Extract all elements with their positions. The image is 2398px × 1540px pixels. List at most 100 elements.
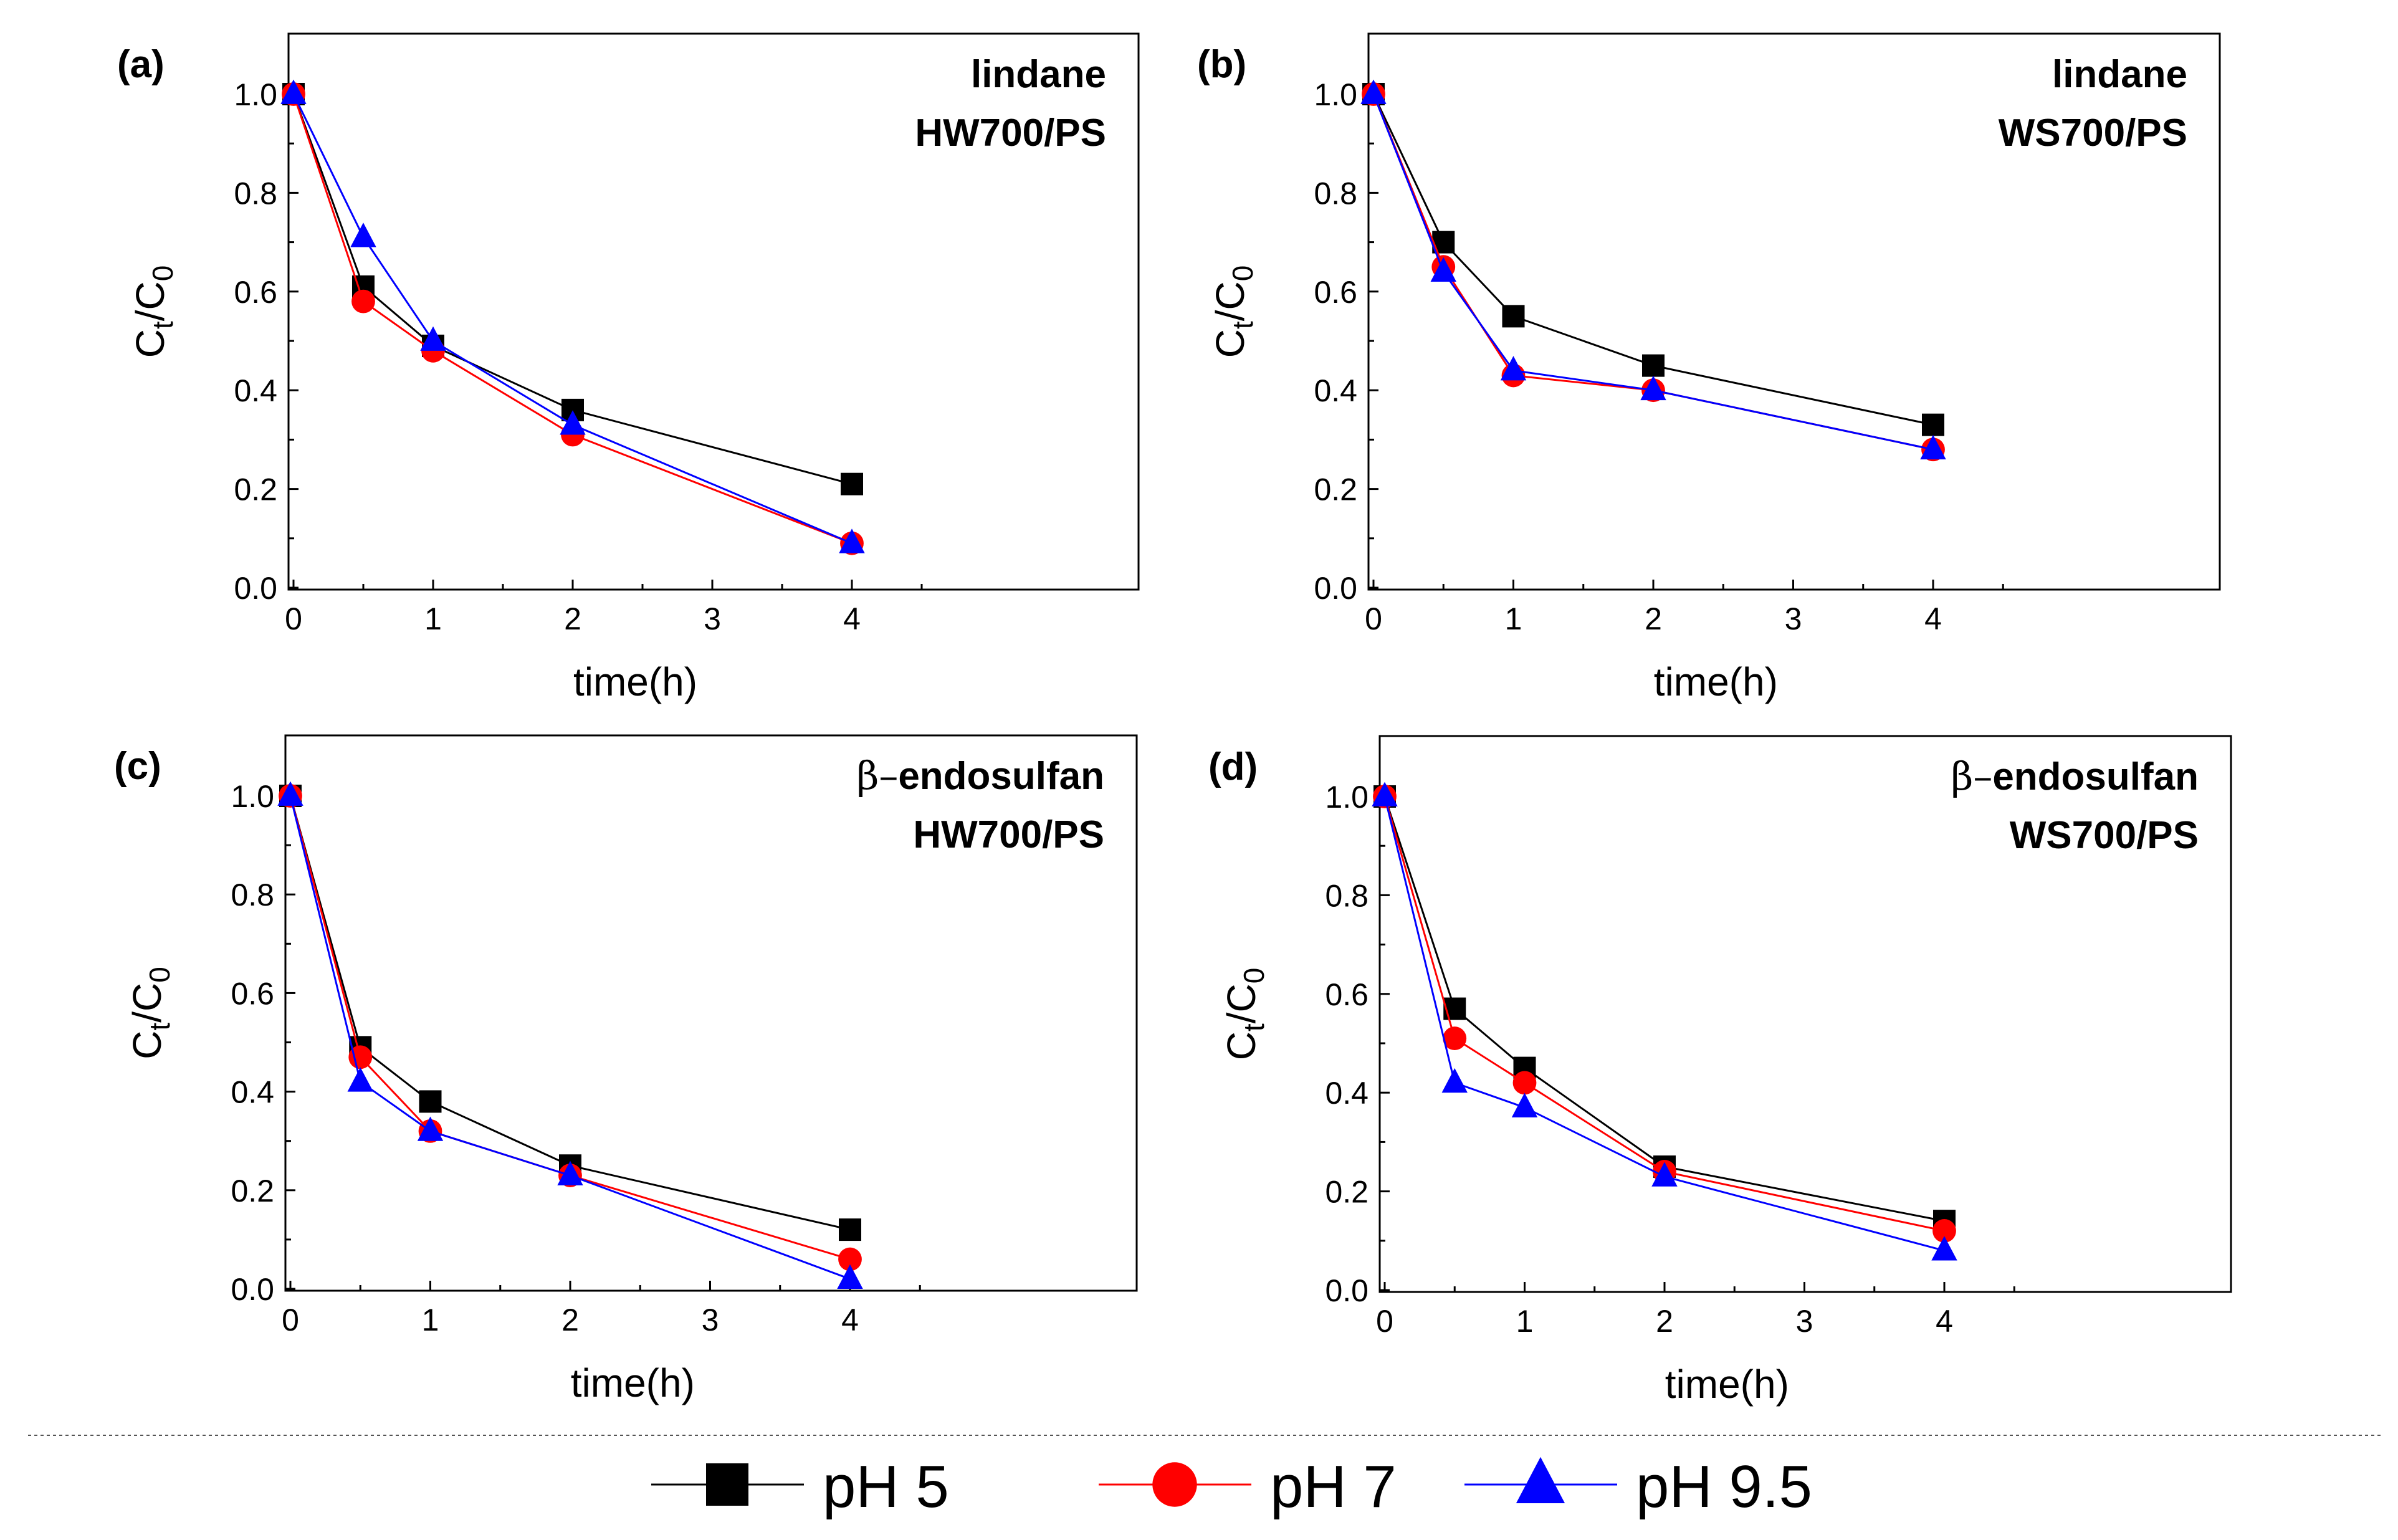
y-axis-title-part: /C <box>125 983 170 1023</box>
data-point <box>560 410 586 435</box>
y-tick-label: 1.0 <box>231 779 274 814</box>
x-tick-label: 4 <box>1924 601 1942 636</box>
y-tick-label: 0.0 <box>1325 1273 1369 1308</box>
data-point <box>351 289 375 313</box>
y-axis-title-part: /C <box>128 281 173 321</box>
x-tick-label: 2 <box>564 601 581 636</box>
panel-tag: (a) <box>117 43 165 86</box>
annotation-line1: lindane <box>2052 53 2187 96</box>
data-point <box>1502 305 1525 328</box>
data-point <box>1441 1068 1468 1093</box>
annotation-line2: WS700/PS <box>1999 112 2187 155</box>
y-tick-label: 1.0 <box>1314 77 1357 112</box>
y-axis-title-part: /C <box>1208 281 1253 321</box>
annotation-line2: HW700/PS <box>913 813 1104 856</box>
data-point <box>1651 1162 1678 1187</box>
y-tick-label: 0.4 <box>1325 1076 1369 1111</box>
x-axis-title: time(h) <box>1654 659 1778 704</box>
y-tick-label: 0.4 <box>234 373 277 408</box>
y-axis-title-part: t <box>1238 1023 1270 1031</box>
annotation-text: endosulfan <box>1992 755 2199 798</box>
data-point <box>277 781 303 806</box>
data-point <box>838 1247 862 1271</box>
x-tick-label: 1 <box>424 601 442 636</box>
data-point <box>1500 356 1527 381</box>
x-tick-label: 3 <box>1785 601 1802 636</box>
y-tick-label: 1.0 <box>1325 780 1369 815</box>
data-point <box>1920 434 1946 460</box>
x-tick-label: 1 <box>1516 1304 1534 1339</box>
x-tick-label: 1 <box>422 1303 439 1337</box>
y-axis-title-part: 0 <box>143 967 176 983</box>
data-point <box>1932 1219 1956 1243</box>
y-axis-title-part: t <box>143 1023 176 1031</box>
panel-tag: (c) <box>114 745 161 788</box>
legend-marker <box>1516 1456 1565 1503</box>
data-point <box>1922 413 1944 436</box>
y-tick-label: 0.8 <box>1325 878 1369 913</box>
legend-marker <box>1152 1462 1197 1507</box>
y-tick-label: 0.2 <box>231 1174 274 1208</box>
x-tick-label: 0 <box>282 1303 299 1337</box>
x-tick-label: 4 <box>841 1303 859 1337</box>
panel-tag: (b) <box>1197 43 1246 86</box>
data-point <box>1640 375 1666 401</box>
y-tick-label: 0.8 <box>231 878 274 912</box>
y-axis-title-part: 0 <box>1226 265 1259 282</box>
data-point <box>417 1116 444 1141</box>
y-axis-title-part: C <box>1219 1031 1264 1060</box>
y-tick-label: 1.0 <box>234 77 277 112</box>
y-tick-label: 0.6 <box>1325 977 1369 1012</box>
y-tick-label: 0.4 <box>1314 373 1357 408</box>
annotation-text: lindane <box>971 53 1106 96</box>
x-axis-title: time(h) <box>573 659 697 704</box>
y-tick-label: 0.8 <box>234 176 277 211</box>
y-tick-label: 0.0 <box>1314 571 1357 606</box>
x-tick-label: 2 <box>1645 601 1662 636</box>
x-tick-label: 1 <box>1505 601 1522 636</box>
data-point <box>837 1264 863 1289</box>
y-axis-title-part: C <box>125 1031 170 1059</box>
data-point <box>1443 1026 1467 1050</box>
y-tick-label: 0.0 <box>234 571 277 606</box>
annotation-line1: β–endosulfan <box>1951 753 2199 799</box>
data-point <box>1642 354 1665 377</box>
data-point <box>1372 782 1398 806</box>
x-tick-label: 3 <box>704 601 721 636</box>
data-point <box>839 528 865 553</box>
legend: pH 5 pH 7 pH 9.5 <box>651 1453 1812 1520</box>
data-point <box>1931 1236 1957 1261</box>
data-point <box>557 1160 583 1185</box>
panel-tag: (d) <box>1208 745 1258 788</box>
x-axis-title: time(h) <box>571 1361 695 1405</box>
data-point <box>347 1067 373 1092</box>
x-tick-label: 0 <box>1365 601 1382 636</box>
data-point <box>419 1090 442 1113</box>
x-tick-label: 4 <box>1936 1304 1953 1339</box>
data-point <box>348 1045 373 1069</box>
y-tick-label: 0.6 <box>1314 275 1357 310</box>
annotation-text: endosulfan <box>898 755 1104 798</box>
data-point <box>1360 79 1387 104</box>
y-axis-title-part: 0 <box>1238 968 1270 984</box>
x-tick-label: 2 <box>1656 1304 1673 1339</box>
x-tick-label: 3 <box>1796 1304 1813 1339</box>
plot-frame <box>287 32 1140 591</box>
y-tick-label: 0.2 <box>1325 1175 1369 1210</box>
y-axis-title-part: C <box>128 329 173 358</box>
y-axis-title: Ct/C0 <box>1219 968 1270 1061</box>
y-tick-label: 0.8 <box>1314 176 1357 211</box>
data-point <box>1511 1093 1538 1117</box>
x-tick-label: 2 <box>561 1303 579 1337</box>
x-axis-title: time(h) <box>1665 1362 1789 1407</box>
series-line <box>292 93 853 545</box>
data-point <box>280 79 307 104</box>
y-axis-title-part: t <box>146 321 179 329</box>
y-axis-title: Ct/C0 <box>125 967 176 1059</box>
annotation-line1: lindane <box>971 53 1106 96</box>
legend-label: pH 7 <box>1270 1453 1397 1520</box>
